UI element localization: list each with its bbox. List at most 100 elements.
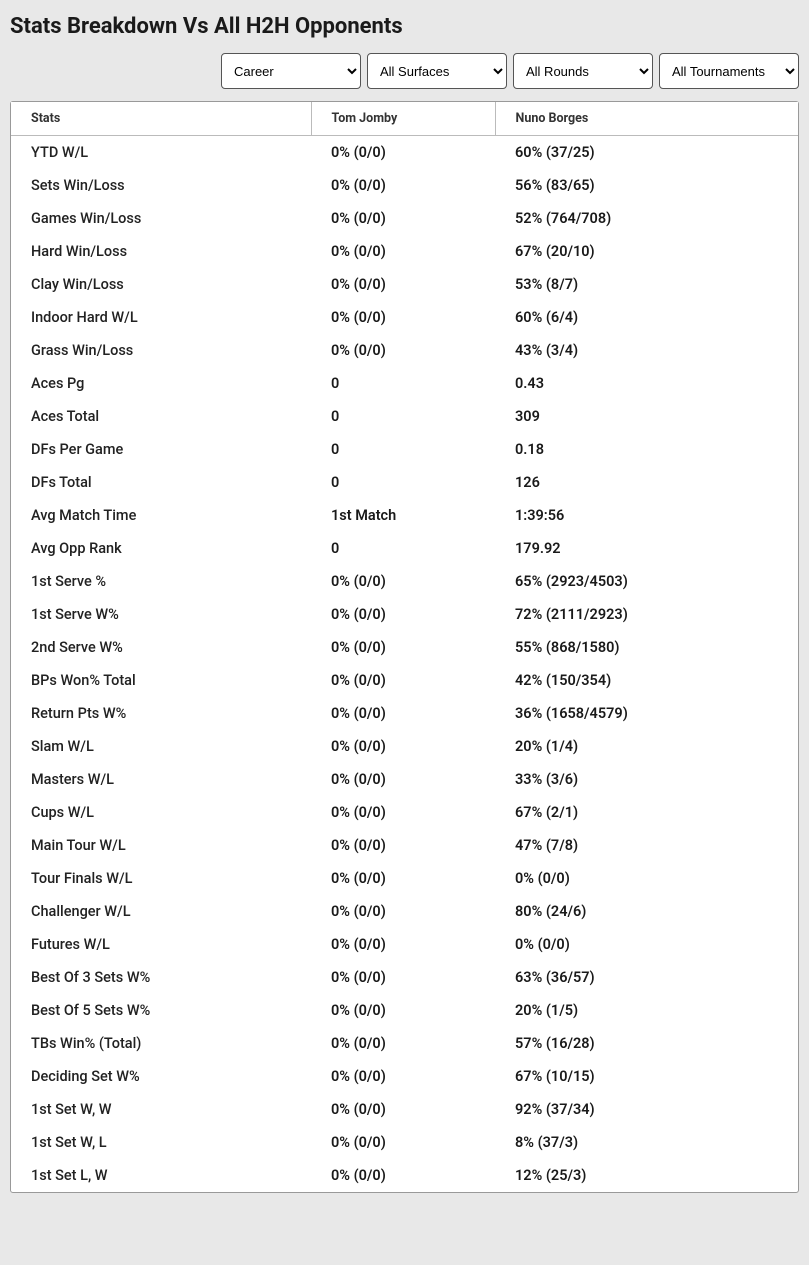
stat-value-p2: 309 (495, 400, 798, 433)
stat-label: Games Win/Loss (11, 202, 311, 235)
stat-value-p1: 0% (0/0) (311, 268, 495, 301)
stat-label: Challenger W/L (11, 895, 311, 928)
header-stats: Stats (11, 102, 311, 136)
surface-select[interactable]: All Surfaces (367, 53, 507, 89)
table-row: Masters W/L0% (0/0)33% (3/6) (11, 763, 798, 796)
stat-value-p1: 0% (0/0) (311, 1027, 495, 1060)
stat-label: 1st Set W, L (11, 1126, 311, 1159)
stat-label: TBs Win% (Total) (11, 1027, 311, 1060)
table-row: Aces Pg00.43 (11, 367, 798, 400)
stats-table-wrap: Stats Tom Jomby Nuno Borges YTD W/L0% (0… (10, 101, 799, 1193)
filters-bar: Career All Surfaces All Rounds All Tourn… (10, 53, 799, 89)
stat-value-p2: 67% (20/10) (495, 235, 798, 268)
table-row: YTD W/L0% (0/0)60% (37/25) (11, 136, 798, 170)
stat-label: 1st Set W, W (11, 1093, 311, 1126)
stat-value-p1: 0% (0/0) (311, 730, 495, 763)
stat-value-p1: 0% (0/0) (311, 1126, 495, 1159)
stat-value-p2: 0.43 (495, 367, 798, 400)
stat-value-p1: 0% (0/0) (311, 136, 495, 170)
stat-label: DFs Per Game (11, 433, 311, 466)
stat-label: Grass Win/Loss (11, 334, 311, 367)
stat-value-p2: 72% (2111/2923) (495, 598, 798, 631)
stat-label: BPs Won% Total (11, 664, 311, 697)
stat-label: 1st Serve % (11, 565, 311, 598)
table-row: 2nd Serve W%0% (0/0)55% (868/1580) (11, 631, 798, 664)
stat-label: Masters W/L (11, 763, 311, 796)
stat-value-p1: 0% (0/0) (311, 928, 495, 961)
stat-value-p2: 60% (6/4) (495, 301, 798, 334)
stat-value-p1: 0% (0/0) (311, 631, 495, 664)
stat-label: DFs Total (11, 466, 311, 499)
stat-value-p1: 0 (311, 400, 495, 433)
table-row: 1st Set L, W0% (0/0)12% (25/3) (11, 1159, 798, 1192)
stat-value-p2: 47% (7/8) (495, 829, 798, 862)
stat-label: Indoor Hard W/L (11, 301, 311, 334)
stat-label: Hard Win/Loss (11, 235, 311, 268)
table-row: 1st Serve W%0% (0/0)72% (2111/2923) (11, 598, 798, 631)
stat-value-p2: 33% (3/6) (495, 763, 798, 796)
stat-label: YTD W/L (11, 136, 311, 170)
stat-value-p2: 179.92 (495, 532, 798, 565)
stat-value-p1: 0% (0/0) (311, 862, 495, 895)
stat-label: Main Tour W/L (11, 829, 311, 862)
stat-label: Aces Total (11, 400, 311, 433)
table-row: Avg Opp Rank0179.92 (11, 532, 798, 565)
stat-value-p2: 80% (24/6) (495, 895, 798, 928)
table-row: Main Tour W/L0% (0/0)47% (7/8) (11, 829, 798, 862)
stat-value-p2: 12% (25/3) (495, 1159, 798, 1192)
table-row: Avg Match Time1st Match1:39:56 (11, 499, 798, 532)
stat-value-p1: 0 (311, 367, 495, 400)
stat-value-p2: 52% (764/708) (495, 202, 798, 235)
table-row: Cups W/L0% (0/0)67% (2/1) (11, 796, 798, 829)
stat-label: Best Of 3 Sets W% (11, 961, 311, 994)
career-select[interactable]: Career (221, 53, 361, 89)
stat-label: Aces Pg (11, 367, 311, 400)
header-player2: Nuno Borges (495, 102, 798, 136)
stat-value-p2: 60% (37/25) (495, 136, 798, 170)
stat-value-p1: 0% (0/0) (311, 829, 495, 862)
stat-value-p1: 0% (0/0) (311, 1060, 495, 1093)
stat-value-p1: 1st Match (311, 499, 495, 532)
table-row: Aces Total0309 (11, 400, 798, 433)
stat-value-p1: 0% (0/0) (311, 796, 495, 829)
stat-value-p1: 0% (0/0) (311, 334, 495, 367)
stat-value-p2: 67% (2/1) (495, 796, 798, 829)
stat-value-p2: 57% (16/28) (495, 1027, 798, 1060)
stat-value-p1: 0% (0/0) (311, 202, 495, 235)
stat-value-p2: 0% (0/0) (495, 862, 798, 895)
stat-label: Tour Finals W/L (11, 862, 311, 895)
stat-value-p1: 0% (0/0) (311, 664, 495, 697)
table-row: Challenger W/L0% (0/0)80% (24/6) (11, 895, 798, 928)
stat-value-p1: 0 (311, 532, 495, 565)
table-row: Sets Win/Loss0% (0/0)56% (83/65) (11, 169, 798, 202)
table-row: TBs Win% (Total)0% (0/0)57% (16/28) (11, 1027, 798, 1060)
stat-label: 1st Set L, W (11, 1159, 311, 1192)
tournament-select[interactable]: All Tournaments (659, 53, 799, 89)
page-title: Stats Breakdown Vs All H2H Opponents (10, 14, 799, 39)
stat-value-p2: 20% (1/5) (495, 994, 798, 1027)
stat-value-p2: 126 (495, 466, 798, 499)
table-row: Best Of 5 Sets W%0% (0/0)20% (1/5) (11, 994, 798, 1027)
table-row: DFs Per Game00.18 (11, 433, 798, 466)
stat-label: Cups W/L (11, 796, 311, 829)
stat-value-p1: 0% (0/0) (311, 1159, 495, 1192)
stat-value-p2: 36% (1658/4579) (495, 697, 798, 730)
stat-label: Return Pts W% (11, 697, 311, 730)
table-row: Grass Win/Loss0% (0/0)43% (3/4) (11, 334, 798, 367)
table-row: Deciding Set W%0% (0/0)67% (10/15) (11, 1060, 798, 1093)
stat-value-p1: 0 (311, 466, 495, 499)
table-row: Futures W/L0% (0/0)0% (0/0) (11, 928, 798, 961)
table-row: Clay Win/Loss0% (0/0)53% (8/7) (11, 268, 798, 301)
round-select[interactable]: All Rounds (513, 53, 653, 89)
stat-value-p1: 0% (0/0) (311, 994, 495, 1027)
table-row: Return Pts W%0% (0/0)36% (1658/4579) (11, 697, 798, 730)
stat-value-p2: 0.18 (495, 433, 798, 466)
stat-label: Avg Opp Rank (11, 532, 311, 565)
table-row: Indoor Hard W/L0% (0/0)60% (6/4) (11, 301, 798, 334)
stat-label: Avg Match Time (11, 499, 311, 532)
stat-label: Deciding Set W% (11, 1060, 311, 1093)
table-row: 1st Serve %0% (0/0)65% (2923/4503) (11, 565, 798, 598)
table-row: Hard Win/Loss0% (0/0)67% (20/10) (11, 235, 798, 268)
stat-value-p2: 55% (868/1580) (495, 631, 798, 664)
stat-value-p1: 0% (0/0) (311, 961, 495, 994)
